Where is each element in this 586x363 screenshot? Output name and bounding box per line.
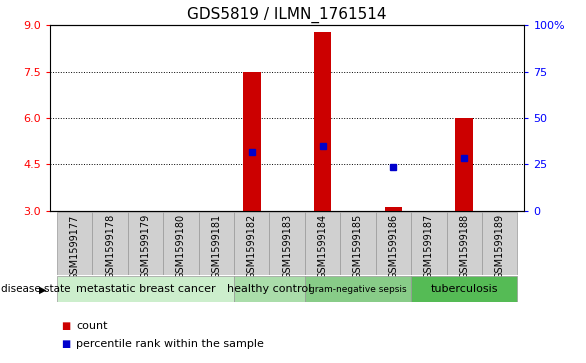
Bar	[163, 212, 199, 275]
Text: GSM1599182: GSM1599182	[247, 214, 257, 280]
Bar	[411, 212, 447, 275]
Bar	[384, 207, 402, 211]
Bar	[243, 72, 261, 211]
Text: GSM1599189: GSM1599189	[495, 214, 505, 279]
Bar	[340, 212, 376, 275]
Text: GSM1599181: GSM1599181	[212, 214, 222, 279]
Bar	[411, 276, 517, 302]
Text: ▶: ▶	[39, 284, 46, 294]
Text: GSM1599187: GSM1599187	[424, 214, 434, 280]
Bar	[447, 212, 482, 275]
Text: GSM1599185: GSM1599185	[353, 214, 363, 280]
Text: GSM1599180: GSM1599180	[176, 214, 186, 279]
Bar	[455, 118, 473, 211]
Bar	[199, 212, 234, 275]
Bar	[270, 212, 305, 275]
Bar	[57, 212, 93, 275]
Text: GSM1599177: GSM1599177	[70, 214, 80, 280]
Bar	[57, 276, 234, 302]
Bar	[376, 212, 411, 275]
Text: GSM1599188: GSM1599188	[459, 214, 469, 279]
Text: percentile rank within the sample: percentile rank within the sample	[76, 339, 264, 349]
Text: disease state: disease state	[1, 284, 70, 294]
Text: metastatic breast cancer: metastatic breast cancer	[76, 284, 215, 294]
Bar	[128, 212, 163, 275]
Bar	[482, 212, 517, 275]
Bar	[234, 212, 270, 275]
Text: GSM1599179: GSM1599179	[141, 214, 151, 280]
Text: GSM1599178: GSM1599178	[105, 214, 115, 280]
Text: GSM1599186: GSM1599186	[389, 214, 398, 279]
Bar	[305, 212, 340, 275]
Title: GDS5819 / ILMN_1761514: GDS5819 / ILMN_1761514	[188, 7, 387, 23]
Bar	[93, 212, 128, 275]
Text: ■: ■	[62, 321, 71, 331]
Text: healthy control: healthy control	[227, 284, 312, 294]
Bar	[314, 32, 332, 211]
Text: gram-negative sepsis: gram-negative sepsis	[309, 285, 407, 294]
Text: ■: ■	[62, 339, 71, 349]
Bar	[234, 276, 305, 302]
Text: GSM1599183: GSM1599183	[282, 214, 292, 279]
Text: GSM1599184: GSM1599184	[318, 214, 328, 279]
Text: tuberculosis: tuberculosis	[431, 284, 498, 294]
Bar	[305, 276, 411, 302]
Text: count: count	[76, 321, 108, 331]
